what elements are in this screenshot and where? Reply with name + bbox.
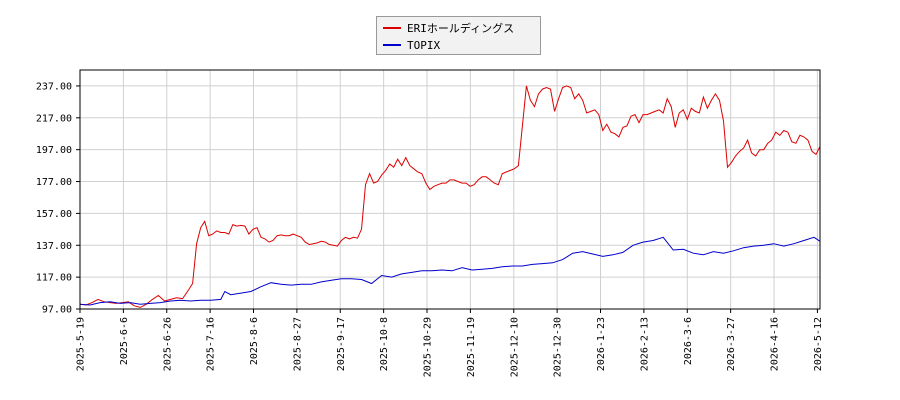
- x-tick-label: 2025-5-19: [76, 317, 87, 371]
- y-tick-label: 177.00: [36, 177, 72, 188]
- x-tick-label: 2025-10-8: [379, 317, 390, 371]
- x-tick-label: 2026-3-6: [683, 317, 694, 365]
- x-tick-label: 2025-6-6: [119, 317, 130, 365]
- x-tick-label: 2025-11-19: [466, 317, 477, 377]
- y-tick-label: 237.00: [36, 81, 72, 92]
- x-tick-label: 2026-5-12: [813, 317, 824, 371]
- y-tick-label: 137.00: [36, 241, 72, 252]
- x-tick-label: 2025-9-17: [336, 317, 347, 371]
- x-tick-label: 2025-8-27: [292, 317, 303, 371]
- x-tick-label: 2025-12-10: [509, 317, 520, 377]
- x-tick-label: 2026-1-23: [596, 317, 607, 371]
- grid-lines: [79, 70, 820, 310]
- x-tick-label: 2025-12-30: [553, 317, 564, 377]
- legend-label-topix: TOPIX: [407, 38, 441, 52]
- y-tick-label: 217.00: [36, 113, 72, 124]
- x-tick-label: 2025-8-6: [249, 317, 260, 365]
- y-tick-label: 117.00: [36, 273, 72, 284]
- legend-label-eri: ERIホールディングス: [407, 22, 515, 35]
- series-line-topix: [79, 236, 821, 306]
- legend-swatch-eri: [383, 27, 401, 29]
- y-tick-label: 197.00: [36, 145, 72, 156]
- y-tick-label: 157.00: [36, 209, 72, 220]
- x-tick-label: 2025-6-26: [162, 317, 173, 371]
- legend-item-topix: TOPIX: [383, 37, 440, 53]
- x-tick-label: 2026-3-27: [726, 317, 737, 371]
- x-axis: 2025-5-19 2025-6-6 2025-6-26 2025-7-16 2025-…: [76, 309, 824, 377]
- x-tick-label: 2025-7-16: [206, 317, 217, 371]
- y-tick-label: 97.00: [42, 305, 72, 316]
- series-line-eri: [79, 85, 821, 308]
- x-tick-label: 2026-2-13: [639, 317, 650, 371]
- legend-swatch-topix: [383, 44, 401, 46]
- plot-area-frame: [79, 69, 821, 310]
- x-tick-label: 2026-4-16: [770, 317, 781, 371]
- legend-item-eri: ERIホールディングス: [383, 20, 514, 36]
- y-axis: 97.00 117.00 137.00 157.00 177.00 197.00 217.0…: [36, 81, 80, 316]
- legend: ERIホールディングス TOPIX: [376, 16, 541, 55]
- series-layer: [79, 85, 821, 308]
- x-tick-label: 2025-10-29: [423, 317, 434, 377]
